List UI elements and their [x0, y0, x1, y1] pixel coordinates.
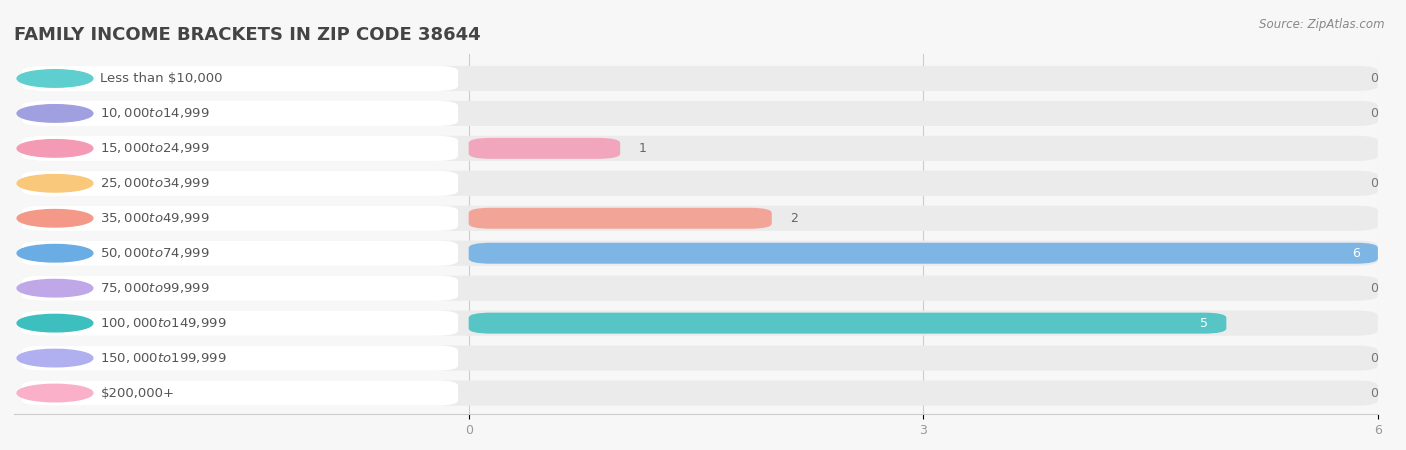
FancyBboxPatch shape — [21, 310, 458, 336]
Text: 0: 0 — [1371, 387, 1378, 400]
Circle shape — [17, 140, 93, 157]
Text: $200,000+: $200,000+ — [100, 387, 174, 400]
Circle shape — [17, 279, 93, 297]
FancyBboxPatch shape — [468, 313, 1226, 333]
Text: $50,000 to $74,999: $50,000 to $74,999 — [100, 246, 209, 260]
FancyBboxPatch shape — [21, 310, 1378, 336]
FancyBboxPatch shape — [468, 138, 620, 159]
FancyBboxPatch shape — [21, 136, 458, 161]
Text: 0: 0 — [1371, 72, 1378, 85]
FancyBboxPatch shape — [468, 208, 772, 229]
Text: $150,000 to $199,999: $150,000 to $199,999 — [100, 351, 226, 365]
FancyBboxPatch shape — [21, 66, 1378, 91]
Text: 5: 5 — [1201, 317, 1208, 330]
Circle shape — [17, 210, 93, 227]
Circle shape — [17, 315, 93, 332]
Circle shape — [17, 384, 93, 402]
FancyBboxPatch shape — [21, 206, 458, 231]
Circle shape — [17, 175, 93, 192]
Text: $15,000 to $24,999: $15,000 to $24,999 — [100, 141, 209, 155]
FancyBboxPatch shape — [21, 101, 1378, 126]
Circle shape — [17, 244, 93, 262]
FancyBboxPatch shape — [21, 136, 1378, 161]
Circle shape — [17, 105, 93, 122]
FancyBboxPatch shape — [21, 346, 458, 371]
Text: 0: 0 — [1371, 177, 1378, 190]
FancyBboxPatch shape — [21, 275, 1378, 301]
FancyBboxPatch shape — [21, 275, 458, 301]
Circle shape — [17, 70, 93, 87]
Text: 0: 0 — [1371, 282, 1378, 295]
FancyBboxPatch shape — [21, 346, 1378, 371]
FancyBboxPatch shape — [21, 241, 458, 266]
Text: FAMILY INCOME BRACKETS IN ZIP CODE 38644: FAMILY INCOME BRACKETS IN ZIP CODE 38644 — [14, 26, 481, 44]
FancyBboxPatch shape — [468, 243, 1378, 264]
Text: 2: 2 — [790, 212, 797, 225]
Text: Source: ZipAtlas.com: Source: ZipAtlas.com — [1260, 18, 1385, 31]
Text: $35,000 to $49,999: $35,000 to $49,999 — [100, 211, 209, 225]
FancyBboxPatch shape — [21, 101, 458, 126]
Text: $75,000 to $99,999: $75,000 to $99,999 — [100, 281, 209, 295]
FancyBboxPatch shape — [21, 66, 458, 91]
FancyBboxPatch shape — [21, 380, 1378, 405]
Text: 6: 6 — [1351, 247, 1360, 260]
Text: $10,000 to $14,999: $10,000 to $14,999 — [100, 106, 209, 121]
FancyBboxPatch shape — [21, 241, 1378, 266]
FancyBboxPatch shape — [21, 171, 458, 196]
Circle shape — [17, 349, 93, 367]
Text: 1: 1 — [638, 142, 647, 155]
FancyBboxPatch shape — [21, 380, 458, 405]
Text: 0: 0 — [1371, 351, 1378, 364]
Text: 0: 0 — [1371, 107, 1378, 120]
Text: $25,000 to $34,999: $25,000 to $34,999 — [100, 176, 209, 190]
Text: $100,000 to $149,999: $100,000 to $149,999 — [100, 316, 226, 330]
FancyBboxPatch shape — [21, 171, 1378, 196]
Text: Less than $10,000: Less than $10,000 — [100, 72, 224, 85]
FancyBboxPatch shape — [21, 206, 1378, 231]
